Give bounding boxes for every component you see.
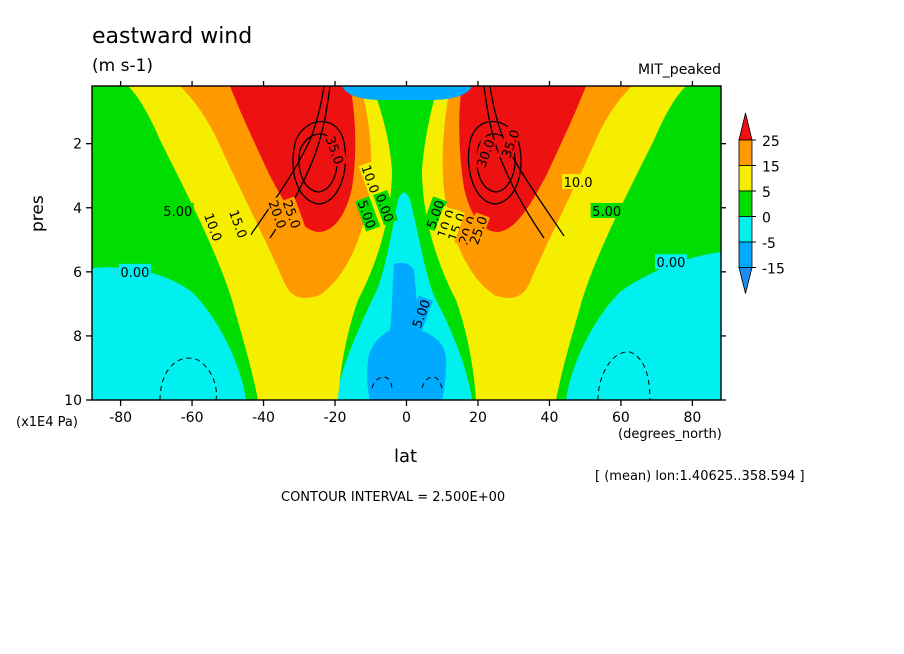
contour-label-group: 5.00 bbox=[590, 202, 623, 220]
x-tick-label: 0 bbox=[402, 410, 411, 426]
contour-label-bg bbox=[464, 212, 491, 248]
contour-label: 10.0 bbox=[564, 176, 593, 191]
contour-label-bg bbox=[407, 295, 433, 331]
negative-contours bbox=[159, 351, 651, 400]
contour-label-group: 10.0 bbox=[562, 174, 595, 191]
contour-line bbox=[298, 133, 338, 193]
contour-label-bg bbox=[432, 206, 458, 242]
x-tick-label: -40 bbox=[252, 410, 275, 426]
contour-interval: CONTOUR INTERVAL = 2.500E+00 bbox=[281, 490, 506, 505]
y-axis-ticks: 2 4 6 8 10 bbox=[64, 137, 726, 409]
negative-contour bbox=[421, 376, 443, 391]
contour-label-bg bbox=[562, 174, 595, 190]
colorbar-cell bbox=[738, 112, 753, 141]
contour-label-bg bbox=[443, 209, 469, 245]
colorbar-label: 25 bbox=[762, 134, 780, 150]
contour-label: 0.00 bbox=[120, 266, 149, 281]
colorbar-cell bbox=[738, 190, 753, 217]
colorbar-label: -15 bbox=[762, 262, 785, 278]
contour-line bbox=[467, 120, 522, 205]
colorbar-cell bbox=[738, 216, 753, 243]
contour-line bbox=[483, 86, 545, 239]
negative-contour bbox=[371, 376, 393, 391]
contour-label-bg bbox=[280, 196, 306, 232]
x-tick-label: -20 bbox=[324, 410, 347, 426]
contour-label: 5.00 bbox=[592, 205, 621, 220]
x-tick-label: -80 bbox=[109, 410, 132, 426]
contour-label-bg bbox=[590, 202, 623, 218]
band-light-blue bbox=[367, 262, 446, 400]
y-tick-label: 6 bbox=[73, 265, 82, 281]
y-tick-label: 10 bbox=[64, 393, 82, 409]
contour-label-bg bbox=[422, 196, 448, 232]
x-axis-ticks: -80 -60 -40 -20 0 20 40 60 80 bbox=[109, 81, 701, 426]
contour-label-bg bbox=[161, 202, 194, 218]
x-tick-label: -60 bbox=[181, 410, 204, 426]
x-tick-label: 20 bbox=[469, 410, 487, 426]
colorbar-label: -5 bbox=[762, 236, 776, 252]
colorbar: 25 15 5 0 -5 -15 bbox=[738, 112, 785, 294]
contour-label-group: 5.00 bbox=[161, 202, 194, 220]
colorbar-cell bbox=[738, 267, 753, 294]
dataset-name: MIT_peaked bbox=[638, 62, 721, 78]
contour-label-bg bbox=[358, 161, 384, 197]
contour-line bbox=[249, 86, 325, 237]
contour-label-bg bbox=[322, 132, 349, 168]
negative-contour bbox=[159, 357, 217, 400]
colorbar-cell bbox=[738, 139, 753, 166]
chart-title: eastward wind bbox=[92, 24, 253, 49]
contour-label-bg bbox=[373, 189, 399, 226]
contour-line bbox=[292, 120, 347, 205]
x-tick-label: 40 bbox=[541, 410, 559, 426]
contour-label-bg bbox=[497, 125, 523, 162]
contour-label-bg bbox=[265, 196, 291, 232]
x-tick-label: 80 bbox=[683, 410, 701, 426]
contour-label: 5.00 bbox=[163, 205, 192, 220]
colorbar-cell bbox=[738, 241, 753, 268]
band-light-blue bbox=[342, 86, 472, 100]
y-tick-label: 4 bbox=[73, 201, 82, 217]
contour-label-bg bbox=[118, 263, 151, 279]
chart-units: (m s-1) bbox=[92, 56, 154, 76]
colorbar-label: 5 bbox=[762, 185, 771, 201]
contour-label: 0.00 bbox=[656, 256, 685, 271]
mean-note: [ (mean) lon:1.40625..358.594 ] bbox=[595, 469, 805, 484]
contour-label-bg bbox=[201, 209, 227, 245]
negative-contour bbox=[597, 351, 651, 400]
colorbar-label: 15 bbox=[762, 160, 780, 176]
colorbar-label: 0 bbox=[762, 211, 771, 227]
y-axis-unit: (x1E4 Pa) bbox=[16, 415, 78, 430]
y-tick-label: 2 bbox=[73, 137, 82, 153]
y-tick-label: 8 bbox=[73, 329, 82, 345]
x-axis-label: lat bbox=[394, 446, 418, 467]
contour-label-group: 0.00 bbox=[118, 263, 151, 281]
contour-label-bg bbox=[654, 254, 687, 270]
colorbar-cell bbox=[738, 165, 753, 192]
band-red bbox=[459, 86, 586, 232]
contour-label-bg bbox=[472, 135, 498, 171]
contour-label-group: 0.00 bbox=[654, 254, 687, 271]
contour-label-bg bbox=[226, 206, 252, 242]
x-axis-unit: (degrees_north) bbox=[618, 427, 722, 442]
contour-label-bg bbox=[355, 196, 381, 232]
contour-line bbox=[476, 133, 516, 193]
x-tick-label: 60 bbox=[612, 410, 630, 426]
